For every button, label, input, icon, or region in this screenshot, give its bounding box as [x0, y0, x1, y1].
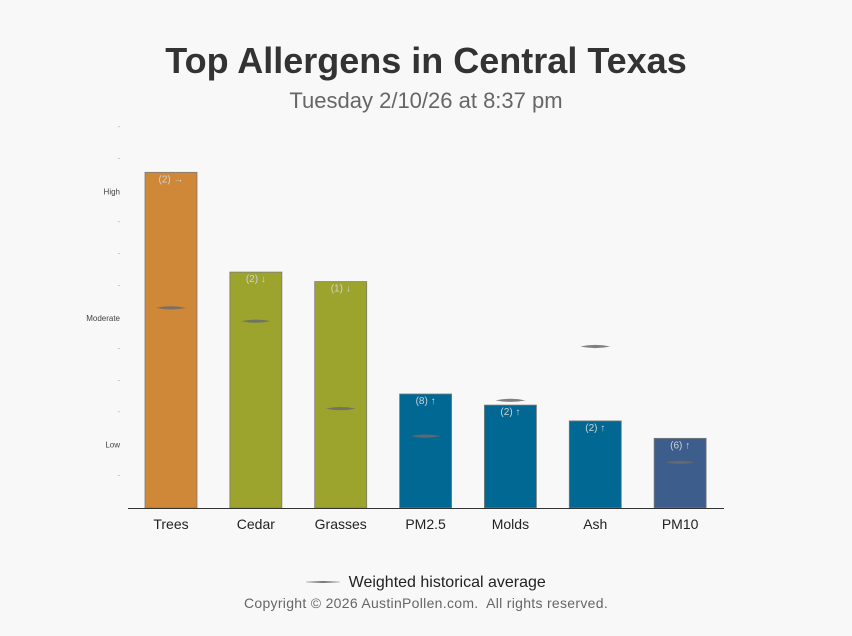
y-tick-label: -: [118, 409, 121, 416]
y-axis: - Low - - - Moderate - - - High - -: [86, 124, 120, 479]
bar-labels: (2) → (2) ↓ (1) ↓ (8) ↑ (2) ↑ (2) ↑ (6) ↑: [159, 174, 691, 451]
copyright-footer: Copyright © 2026 AustinPollen.com. All r…: [243, 595, 609, 611]
historical-average-marker: [665, 460, 696, 464]
bar-value-label: (1) ↓: [331, 284, 351, 295]
y-tick-label: -: [118, 251, 121, 258]
x-tick-label: Ash: [583, 516, 607, 532]
bar-cedar: [229, 271, 283, 509]
historical-average-marker: [325, 406, 356, 411]
y-tick-label: Low: [105, 441, 120, 450]
legend: Weighted historical average: [0, 574, 852, 592]
bar-value-label: (2) ↑: [585, 423, 605, 434]
bar-value-label: (2) ↑: [500, 407, 520, 418]
bar-trees: [144, 171, 198, 509]
x-axis-labels: Trees Cedar Grasses PM2.5 Molds Ash PM10: [153, 516, 698, 532]
bar-grasses: [314, 281, 368, 509]
y-tick-label: -: [118, 346, 121, 353]
bar-value-label: (8) ↑: [416, 396, 436, 407]
x-tick-label: Grasses: [315, 516, 367, 532]
chart-subtitle: Tuesday 2/10/26 at 8:37 pm: [289, 88, 563, 113]
historical-average-marker: [410, 434, 441, 438]
chart-title: Top Allergens in Central Texas: [165, 40, 687, 81]
historical-average-marker: [495, 398, 526, 402]
bar-value-label: (2) →: [159, 174, 184, 185]
y-tick-label: Moderate: [86, 314, 120, 323]
x-tick-label: Cedar: [237, 516, 275, 532]
x-tick-label: PM10: [662, 516, 699, 532]
y-tick-label: -: [118, 124, 121, 131]
historical-average-marker: [240, 319, 271, 323]
bar-value-label: (2) ↓: [246, 274, 266, 285]
bar-pm2-5: [399, 393, 452, 509]
historical-average-marker: [156, 306, 186, 310]
legend-label: Weighted historical average: [348, 574, 546, 591]
x-tick-label: PM2.5: [405, 516, 446, 532]
bar-value-label: (6) ↑: [670, 440, 690, 451]
historical-average-markers: [156, 306, 696, 464]
y-tick-label: -: [118, 219, 121, 226]
y-tick-label: High: [104, 187, 120, 196]
bars: [144, 171, 707, 509]
legend-swatch: [306, 580, 341, 583]
bar-ash: [568, 420, 622, 509]
y-tick-label: -: [118, 282, 121, 289]
y-tick-label: -: [118, 472, 121, 479]
bar-molds: [484, 404, 537, 509]
x-tick-label: Molds: [492, 516, 529, 532]
x-tick-label: Trees: [153, 516, 188, 532]
historical-average-marker: [580, 344, 611, 349]
y-tick-label: -: [118, 156, 121, 163]
y-tick-label: -: [118, 377, 121, 384]
